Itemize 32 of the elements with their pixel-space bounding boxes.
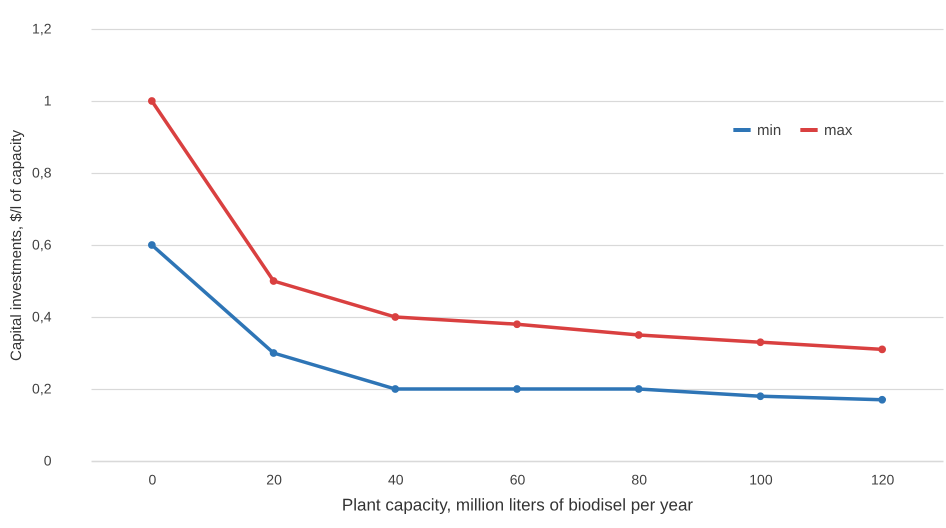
y-tick-label: 0,4	[32, 308, 52, 324]
x-tick-label: 100	[749, 472, 773, 488]
x-tick-label: 60	[510, 472, 526, 488]
y-axis-title: Capital investments, $/l of capacity	[8, 130, 26, 361]
legend-label: max	[824, 122, 853, 139]
point	[513, 385, 521, 393]
y-tick-label: 1,2	[32, 20, 52, 36]
legend-label: min	[757, 122, 782, 139]
point	[391, 313, 400, 321]
point	[756, 392, 764, 400]
x-tick-label: 80	[631, 472, 648, 488]
x-tick-label: 120	[870, 472, 895, 488]
point	[148, 97, 156, 105]
x-tick-label: 40	[388, 472, 404, 488]
point	[878, 396, 886, 404]
point	[270, 277, 278, 285]
x-tick-label: 0	[148, 472, 156, 488]
point	[756, 338, 764, 346]
point	[148, 241, 156, 249]
point	[878, 346, 886, 354]
y-tick-label: 1	[44, 92, 52, 108]
point	[513, 320, 521, 328]
y-tick-label: 0,6	[32, 236, 52, 252]
x-axis-title: Plant capacity, million liters of biodisel per year	[342, 496, 694, 514]
point	[391, 385, 400, 393]
y-tick-label: 0	[44, 452, 52, 468]
y-tick-label: 0,8	[32, 164, 52, 180]
point	[634, 331, 643, 339]
y-tick-label: 0,2	[32, 380, 52, 396]
point	[270, 349, 278, 357]
x-tick-label: 20	[266, 472, 282, 488]
point	[634, 385, 643, 393]
